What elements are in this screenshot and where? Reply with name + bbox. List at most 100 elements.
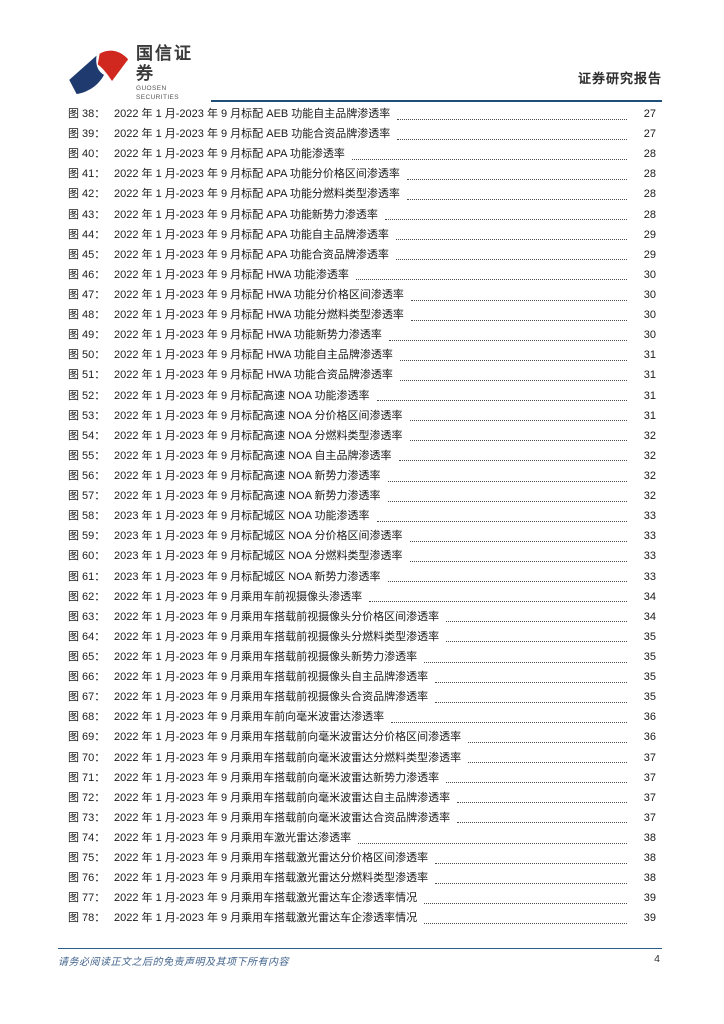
toc-entry-page: 31 (643, 369, 656, 382)
toc-entry-page: 32 (643, 469, 656, 482)
toc-entry-page: 35 (643, 630, 656, 643)
toc-entry-row: 图 59： 2023 年 1 月-2023 年 9 月标配城区 NOA 分价格区… (68, 526, 656, 546)
toc-entry-page: 34 (643, 590, 656, 603)
toc-dot-leader (435, 681, 627, 683)
toc-entry-row: 图 40： 2022 年 1 月-2023 年 9 月标配 APA 功能渗透率 … (68, 144, 656, 164)
toc-dot-leader (409, 420, 627, 422)
footer-page-number: 4 (654, 953, 660, 965)
toc-entry-label: 图 62： (68, 590, 106, 603)
toc-entry-row: 图 58： 2023 年 1 月-2023 年 9 月标配城区 NOA 功能渗透… (68, 506, 656, 526)
toc-dot-leader (397, 118, 627, 120)
toc-entry-row: 图 54： 2022 年 1 月-2023 年 9 月标配高速 NOA 分燃料类… (68, 426, 656, 446)
toc-entry-label: 图 59： (68, 530, 106, 543)
toc-entry-page: 32 (643, 449, 656, 462)
toc-entry-page: 30 (643, 268, 656, 281)
toc-dot-leader (399, 380, 627, 382)
toc-dot-leader (409, 540, 627, 542)
page-header: 国信证券 GUOSEN SECURITIES 证券研究报告 (68, 44, 662, 102)
toc-entry-label: 图 43： (68, 208, 106, 221)
toc-entry-row: 图 51： 2022 年 1 月-2023 年 9 月标配 HWA 功能合资品牌… (68, 365, 656, 385)
toc-entry-title: 2022 年 1 月-2023 年 9 月标配 APA 功能分燃料类型渗透率 (114, 188, 400, 201)
toc-entry-title: 2022 年 1 月-2023 年 9 月标配高速 NOA 新势力渗透率 (114, 469, 381, 482)
toc-entry-row: 图 60： 2023 年 1 月-2023 年 9 月标配城区 NOA 分燃料类… (68, 546, 656, 566)
toc-entry-row: 图 52： 2022 年 1 月-2023 年 9 月标配高速 NOA 功能渗透… (68, 386, 656, 406)
toc-entry-row: 图 70： 2022 年 1 月-2023 年 9 月乘用车搭载前向毫米波雷达分… (68, 748, 656, 768)
toc-dot-leader (395, 259, 627, 261)
toc-entry-page: 37 (643, 771, 656, 784)
toc-entry-row: 图 68： 2022 年 1 月-2023 年 9 月乘用车前向毫米波雷达渗透率… (68, 707, 656, 727)
toc-entry-row: 图 45： 2022 年 1 月-2023 年 9 月标配 APA 功能合资品牌… (68, 245, 656, 265)
toc-entry-page: 33 (643, 510, 656, 523)
logo-red-shape (97, 50, 129, 82)
toc-dot-leader (395, 239, 627, 241)
toc-entry-row: 图 46： 2022 年 1 月-2023 年 9 月标配 HWA 功能渗透率 … (68, 265, 656, 285)
toc-entry-label: 图 73： (68, 811, 106, 824)
toc-dot-leader (424, 902, 627, 904)
toc-entry-label: 图 74： (68, 831, 106, 844)
toc-entry-title: 2022 年 1 月-2023 年 9 月乘用车搭载前向毫米波雷达分价格区间渗透… (114, 731, 462, 744)
toc-entry-row: 图 76： 2022 年 1 月-2023 年 9 月乘用车搭载激光雷达分燃料类… (68, 868, 656, 888)
toc-entry-label: 图 66： (68, 671, 106, 684)
toc-entry-page: 33 (643, 530, 656, 543)
toc-entry-row: 图 73： 2022 年 1 月-2023 年 9 月乘用车搭载前向毫米波雷达合… (68, 808, 656, 828)
logo-blue-shape (69, 55, 104, 95)
toc-entry-label: 图 38： (68, 108, 106, 120)
toc-entry-label: 图 48： (68, 309, 106, 322)
toc-entry-page: 35 (643, 691, 656, 704)
toc-entry-title: 2022 年 1 月-2023 年 9 月标配 HWA 功能分燃料类型渗透率 (114, 309, 404, 322)
toc-entry-page: 31 (643, 409, 656, 422)
toc-dot-leader (391, 721, 627, 723)
toc-entry-title: 2022 年 1 月-2023 年 9 月标配 APA 功能渗透率 (114, 148, 345, 161)
toc-entry-title: 2022 年 1 月-2023 年 9 月标配 APA 功能新势力渗透率 (114, 208, 378, 221)
toc-entry-page: 28 (643, 208, 656, 221)
toc-entry-row: 图 72： 2022 年 1 月-2023 年 9 月乘用车搭载前向毫米波雷达自… (68, 788, 656, 808)
toc-entry-label: 图 72： (68, 791, 106, 804)
toc-entry-page: 31 (643, 389, 656, 402)
toc-entry-label: 图 76： (68, 872, 106, 885)
toc-entry-label: 图 68： (68, 711, 106, 724)
toc-entry-label: 图 64： (68, 630, 106, 643)
toc-dot-leader (446, 782, 627, 784)
toc-entry-label: 图 46： (68, 268, 106, 281)
toc-entry-page: 29 (643, 228, 656, 241)
toc-entry-row: 图 75： 2022 年 1 月-2023 年 9 月乘用车搭载激光雷达分价格区… (68, 848, 656, 868)
toc-entry-label: 图 69： (68, 731, 106, 744)
toc-entry-row: 图 65： 2022 年 1 月-2023 年 9 月乘用车搭载前视摄像头新势力… (68, 647, 656, 667)
toc-entry-row: 图 78： 2022 年 1 月-2023 年 9 月乘用车搭载激光雷达车企渗透… (68, 908, 656, 928)
toc-dot-leader (399, 359, 627, 361)
toc-entry-row: 图 50： 2022 年 1 月-2023 年 9 月标配 HWA 功能自主品牌… (68, 345, 656, 365)
toc-entry-title: 2022 年 1 月-2023 年 9 月标配高速 NOA 自主品牌渗透率 (114, 449, 392, 462)
toc-entry-row: 图 69： 2022 年 1 月-2023 年 9 月乘用车搭载前向毫米波雷达分… (68, 727, 656, 747)
toc-dot-leader (388, 339, 627, 341)
toc-entry-page: 32 (643, 490, 656, 503)
toc-entry-title: 2022 年 1 月-2023 年 9 月乘用车前向毫米波雷达渗透率 (114, 711, 385, 724)
toc-entry-title: 2023 年 1 月-2023 年 9 月标配城区 NOA 功能渗透率 (114, 510, 370, 523)
toc-dot-leader (409, 440, 627, 442)
toc-dot-leader (468, 742, 627, 743)
toc-entry-title: 2022 年 1 月-2023 年 9 月乘用车搭载前视摄像头合资品牌渗透率 (114, 691, 429, 704)
toc-entry-title: 2022 年 1 月-2023 年 9 月乘用车搭载前视摄像头分价格区间渗透率 (114, 610, 440, 623)
toc-dot-leader (355, 279, 627, 281)
toc-dot-leader (384, 219, 627, 221)
toc-entry-title: 2022 年 1 月-2023 年 9 月标配高速 NOA 分价格区间渗透率 (114, 409, 403, 422)
toc-entry-row: 图 48： 2022 年 1 月-2023 年 9 月标配 HWA 功能分燃料类… (68, 305, 656, 325)
toc-dot-leader (446, 641, 627, 643)
toc-entry-label: 图 63： (68, 610, 106, 623)
toc-entry-label: 图 61： (68, 570, 106, 583)
toc-entry-title: 2023 年 1 月-2023 年 9 月标配城区 NOA 分价格区间渗透率 (114, 530, 403, 543)
toc-entry-page: 38 (643, 831, 656, 844)
toc-entry-label: 图 41： (68, 168, 106, 181)
toc-entry-row: 图 55： 2022 年 1 月-2023 年 9 月标配高速 NOA 自主品牌… (68, 446, 656, 466)
toc-dot-leader (351, 158, 627, 160)
toc-entry-row: 图 67： 2022 年 1 月-2023 年 9 月乘用车搭载前视摄像头合资品… (68, 687, 656, 707)
toc-entry-title: 2022 年 1 月-2023 年 9 月乘用车搭载前视摄像头分燃料类型渗透率 (114, 630, 440, 643)
toc-entry-page: 32 (643, 429, 656, 442)
toc-entry-row: 图 74： 2022 年 1 月-2023 年 9 月乘用车激光雷达渗透率 38 (68, 828, 656, 848)
toc-entry-label: 图 47： (68, 288, 106, 301)
toc-entry-page: 28 (643, 148, 656, 161)
toc-dot-leader (398, 460, 627, 462)
toc-entry-label: 图 51： (68, 369, 106, 382)
toc-entry-label: 图 55： (68, 449, 106, 462)
toc-list: 图 38： 2022 年 1 月-2023 年 9 月标配 AEB 功能自主品牌… (68, 104, 656, 928)
